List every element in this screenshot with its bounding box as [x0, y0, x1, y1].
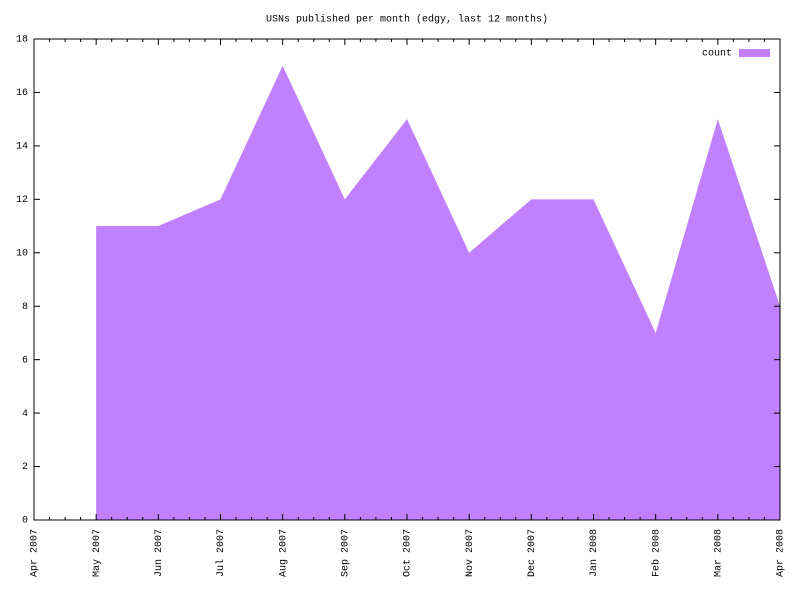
y-tick-label: 18 — [16, 35, 28, 46]
y-tick-label: 0 — [22, 516, 28, 527]
x-tick-label: Dec 2007 — [527, 529, 538, 577]
x-tick-label: Aug 2007 — [278, 529, 289, 577]
y-tick-label: 4 — [22, 409, 28, 420]
x-tick-label: Sep 2007 — [340, 529, 351, 577]
y-tick-label: 8 — [22, 302, 28, 313]
x-tick-label: Feb 2008 — [650, 529, 662, 577]
legend-swatch — [739, 49, 770, 57]
x-tick-label: Mar 2008 — [713, 529, 724, 577]
x-tick-label: Oct 2007 — [403, 529, 414, 577]
x-tick-label: Jun 2007 — [154, 529, 165, 577]
x-tick-label: Apr 2007 — [30, 529, 41, 577]
y-tick-label: 16 — [16, 88, 28, 99]
x-tick-label: Jul 2007 — [215, 529, 227, 577]
x-tick-label: May 2007 — [92, 529, 103, 577]
y-tick-label: 2 — [22, 462, 28, 473]
area — [96, 65, 780, 520]
legend-label: count — [702, 49, 732, 60]
x-tick-label: Nov 2007 — [465, 529, 476, 577]
x-tick-label: Jan 2008 — [589, 529, 600, 577]
chart-title: USNs published per month (edgy, last 12 … — [266, 14, 548, 26]
y-tick-label: 10 — [16, 248, 28, 259]
x-tick-label: Apr 2008 — [776, 529, 787, 577]
y-tick-label: 14 — [16, 142, 28, 153]
y-tick-label: 6 — [22, 355, 28, 366]
y-tick-label: 12 — [16, 195, 28, 206]
